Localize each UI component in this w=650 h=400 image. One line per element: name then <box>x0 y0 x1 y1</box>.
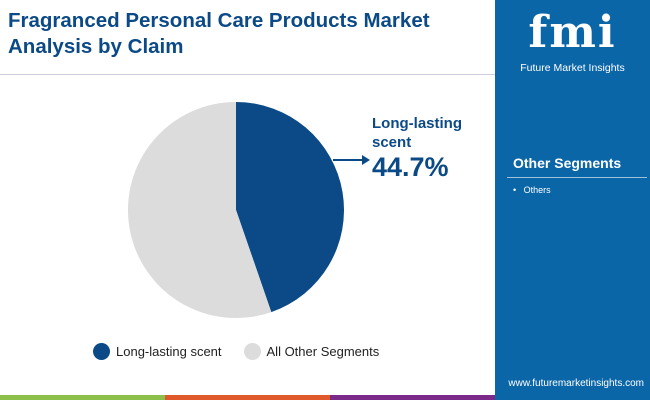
legend: Long-lasting scent All Other Segments <box>93 343 379 360</box>
logo-mark: fmi <box>528 7 617 58</box>
chart-title: Fragranced Personal Care Products Market… <box>8 9 430 58</box>
pie-chart <box>127 102 370 318</box>
callout-arrow-head <box>362 155 370 165</box>
side-panel: fmi Future Market Insights Other Segment… <box>495 0 650 400</box>
divider <box>0 74 495 75</box>
legend-label: All Other Segments <box>266 344 380 359</box>
legend-item: Long-lasting scent <box>93 343 222 360</box>
callout-label: Long-lasting scent <box>372 115 462 151</box>
divider <box>507 177 647 178</box>
legend-swatch <box>243 343 261 360</box>
legend-label: Long-lasting scent <box>116 344 222 359</box>
brand-logo: fmi Future Market Insights <box>495 4 650 74</box>
logo-name: Future Market Insights <box>520 62 625 74</box>
legend-swatch <box>93 343 110 360</box>
callout-value: 44.7% <box>372 152 449 182</box>
footer-bar-orange <box>165 395 330 400</box>
legend-item: All Other Segments <box>243 343 380 360</box>
website-url: www.futuremarketinsights.com <box>508 378 644 389</box>
other-segments-heading: Other Segments <box>513 155 622 171</box>
pie-slice-long-lasting-scent <box>236 102 344 313</box>
footer-bar-green <box>0 395 165 400</box>
segment-item: • Others <box>513 185 551 195</box>
pie-slice-all-other-segments <box>127 102 272 318</box>
footer-bar-purple <box>330 395 495 400</box>
segment-item-label: Others <box>523 185 551 195</box>
